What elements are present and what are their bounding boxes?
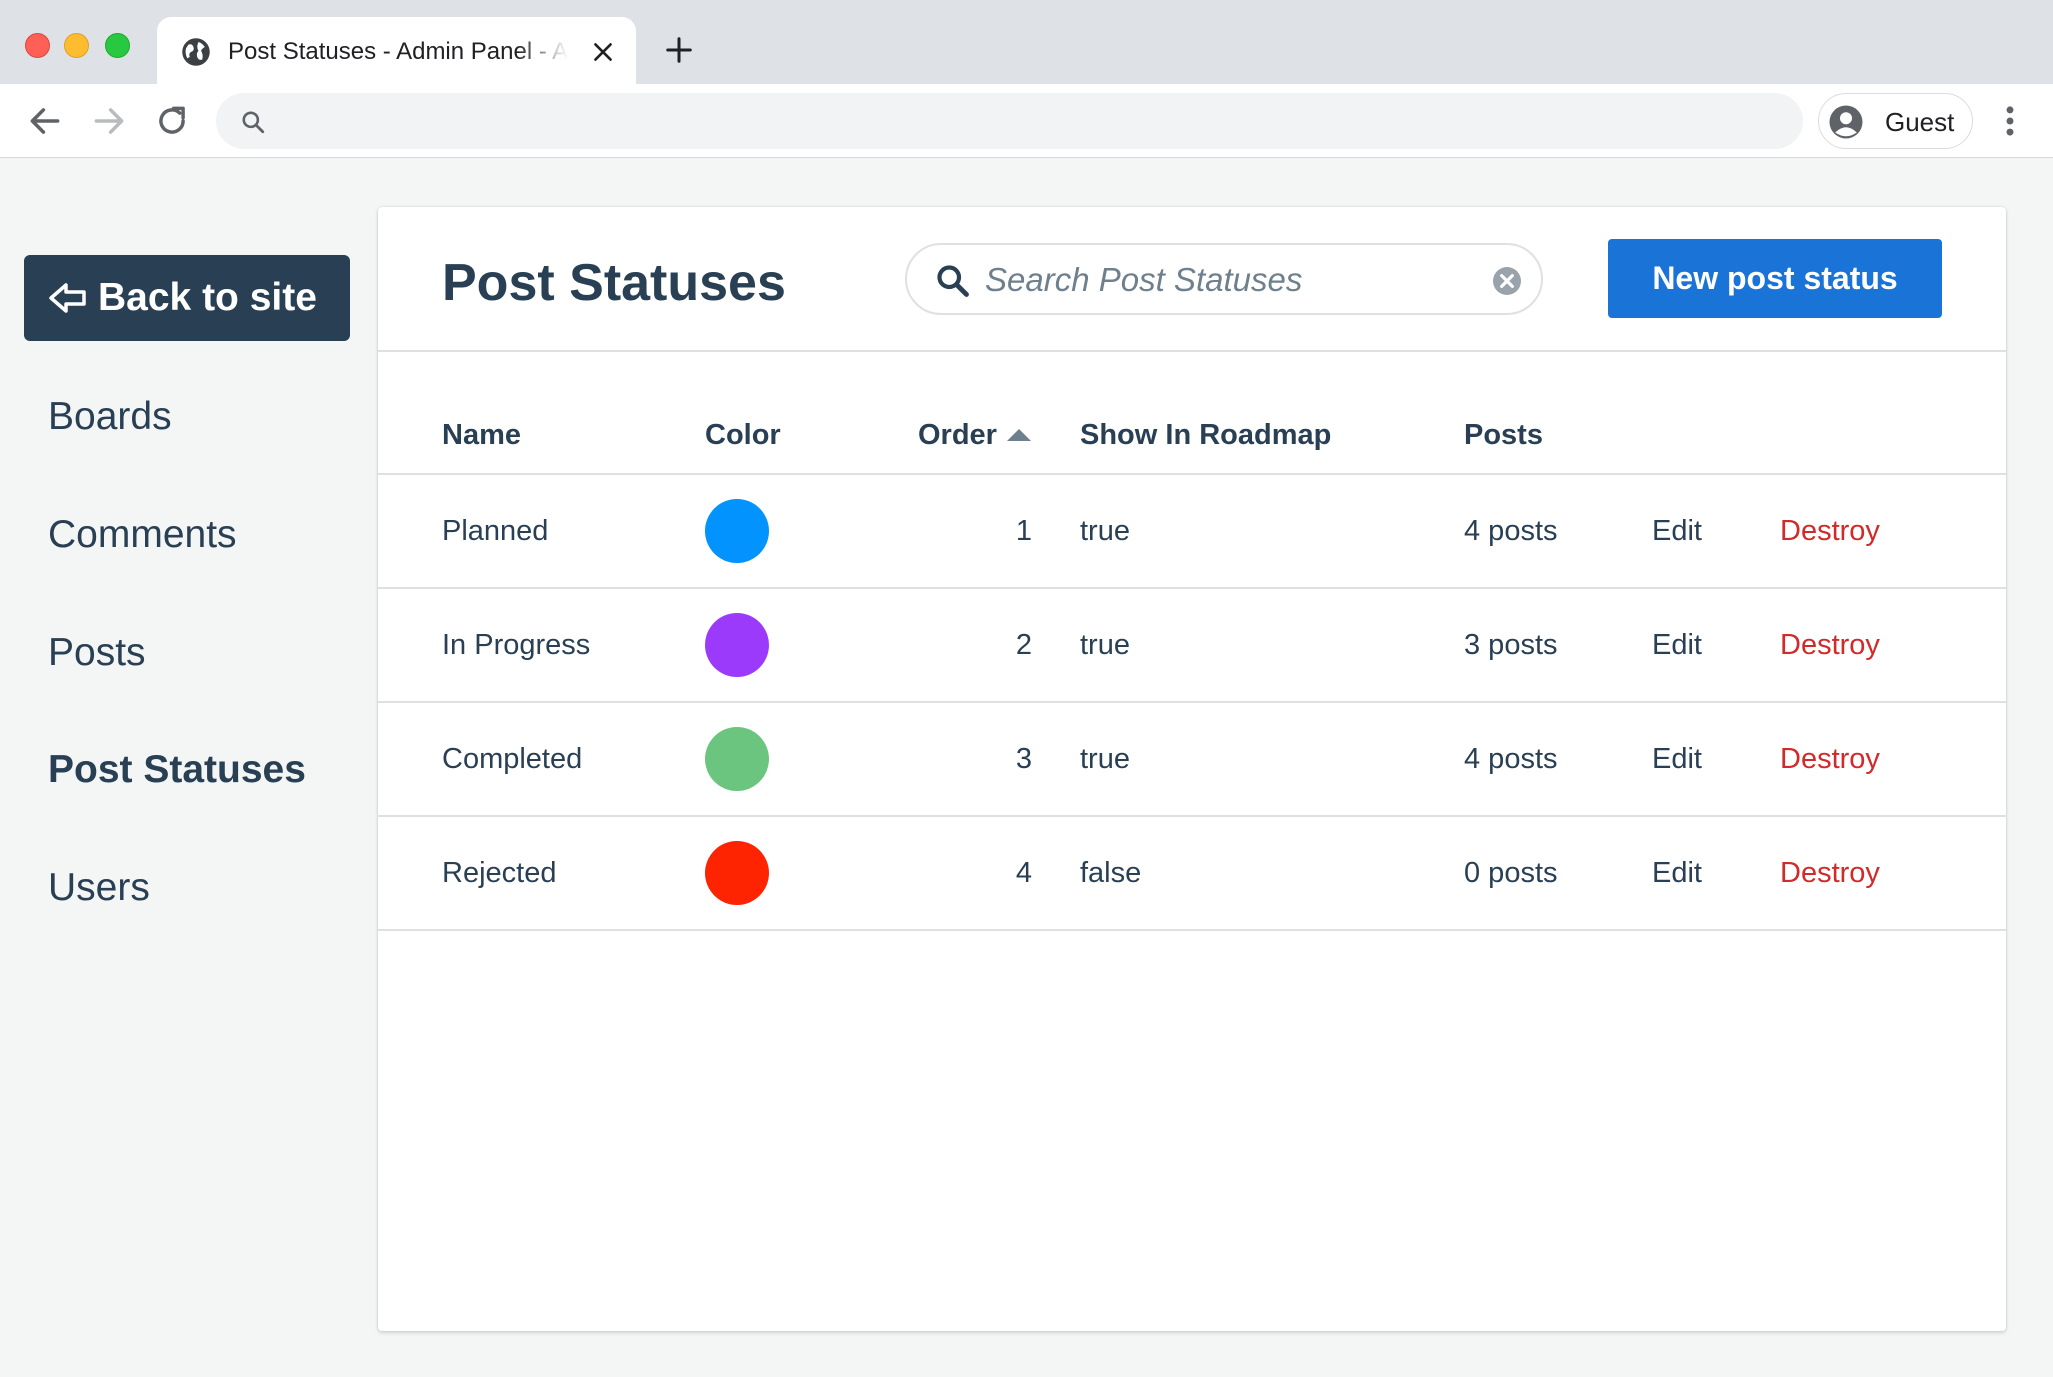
- status-posts-link[interactable]: 3 posts: [1464, 629, 1558, 661]
- profile-label: Guest: [1885, 107, 1955, 137]
- arrow-left-icon[interactable]: [26, 102, 64, 140]
- table-row: Rejected 4 false 0 posts Edit Destroy: [378, 817, 2006, 931]
- destroy-link[interactable]: Destroy: [1780, 743, 1880, 775]
- search-input[interactable]: [985, 257, 1465, 303]
- destroy-link[interactable]: Destroy: [1780, 515, 1880, 547]
- search-icon: [242, 111, 265, 134]
- sidebar-item-post-statuses[interactable]: Post Statuses: [48, 748, 306, 791]
- status-posts-link[interactable]: 0 posts: [1464, 857, 1558, 889]
- close-icon[interactable]: [590, 39, 616, 65]
- browser-toolbar: Guest: [0, 84, 2053, 158]
- sort-ascending-icon[interactable]: [1006, 428, 1032, 442]
- status-color-swatch: [705, 727, 769, 791]
- minimize-window-button[interactable]: [64, 33, 89, 58]
- edit-link[interactable]: Edit: [1652, 515, 1702, 547]
- status-order: 2: [1015, 629, 1032, 661]
- arrow-right-icon[interactable]: [90, 102, 128, 140]
- address-bar[interactable]: [216, 93, 1803, 149]
- table-row: Completed 3 true 4 posts Edit Destroy: [378, 703, 2006, 817]
- status-color-swatch: [705, 613, 769, 677]
- destroy-link[interactable]: Destroy: [1780, 629, 1880, 661]
- status-posts-link[interactable]: 4 posts: [1464, 743, 1558, 775]
- status-show-in-roadmap: true: [1080, 515, 1130, 547]
- column-header-posts[interactable]: Posts: [1464, 419, 1543, 451]
- search-box[interactable]: [905, 243, 1543, 315]
- sidebar-item-boards[interactable]: Boards: [48, 395, 172, 438]
- status-name[interactable]: Planned: [442, 515, 549, 547]
- status-show-in-roadmap: true: [1080, 743, 1130, 775]
- card-header: Post Statuses New post status: [378, 207, 2006, 352]
- avatar-icon: [1829, 105, 1863, 139]
- profile-button[interactable]: Guest: [1818, 93, 1973, 149]
- destroy-link[interactable]: Destroy: [1780, 857, 1880, 889]
- status-name[interactable]: Completed: [442, 743, 583, 775]
- status-color-swatch: [705, 499, 769, 563]
- sidebar-item-comments[interactable]: Comments: [48, 513, 237, 556]
- arrow-left-outline-icon: [49, 283, 86, 313]
- admin-sidebar: Back to site Boards Comments Posts Post …: [0, 158, 375, 1377]
- reload-icon[interactable]: [153, 102, 191, 140]
- status-order: 4: [1015, 857, 1032, 889]
- column-header-show-in-roadmap[interactable]: Show In Roadmap: [1080, 419, 1332, 451]
- table-header: Name Color Order Show In Roadmap Posts: [378, 352, 2006, 475]
- back-to-site-button[interactable]: Back to site: [24, 255, 350, 341]
- browser-tab[interactable]: Post Statuses - Admin Panel - Astuto: [157, 17, 636, 84]
- edit-link[interactable]: Edit: [1652, 743, 1702, 775]
- status-color-swatch: [705, 841, 769, 905]
- edit-link[interactable]: Edit: [1652, 629, 1702, 661]
- back-to-site-label: Back to site: [98, 276, 317, 319]
- status-show-in-roadmap: false: [1080, 857, 1142, 889]
- browser-tab-strip: Post Statuses - Admin Panel - Astuto: [0, 0, 2053, 84]
- maximize-window-button[interactable]: [105, 33, 130, 58]
- status-name[interactable]: Rejected: [442, 857, 557, 889]
- close-window-button[interactable]: [25, 33, 50, 58]
- column-header-color[interactable]: Color: [705, 419, 781, 451]
- column-header-name[interactable]: Name: [442, 419, 521, 451]
- status-order: 3: [1015, 743, 1032, 775]
- main-card: Post Statuses New post status Name Color…: [378, 207, 2006, 1331]
- table-row: In Progress 2 true 3 posts Edit Destroy: [378, 589, 2006, 703]
- status-posts-link[interactable]: 4 posts: [1464, 515, 1558, 547]
- sidebar-item-users[interactable]: Users: [48, 866, 150, 909]
- globe-icon: [182, 38, 210, 66]
- table-row: Planned 1 true 4 posts Edit Destroy: [378, 475, 2006, 589]
- status-name[interactable]: In Progress: [442, 629, 591, 661]
- column-header-order[interactable]: Order: [918, 419, 997, 451]
- sidebar-item-posts[interactable]: Posts: [48, 631, 146, 674]
- clear-search-icon[interactable]: [1491, 265, 1523, 297]
- page-title: Post Statuses: [442, 254, 786, 312]
- status-show-in-roadmap: true: [1080, 629, 1130, 661]
- status-order: 1: [1015, 515, 1032, 547]
- more-vertical-icon[interactable]: [1995, 102, 2025, 140]
- plus-icon[interactable]: [664, 35, 694, 65]
- search-icon: [937, 265, 969, 297]
- new-post-status-button[interactable]: New post status: [1608, 239, 1942, 318]
- tab-title: Post Statuses - Admin Panel - Astuto: [228, 38, 568, 65]
- edit-link[interactable]: Edit: [1652, 857, 1702, 889]
